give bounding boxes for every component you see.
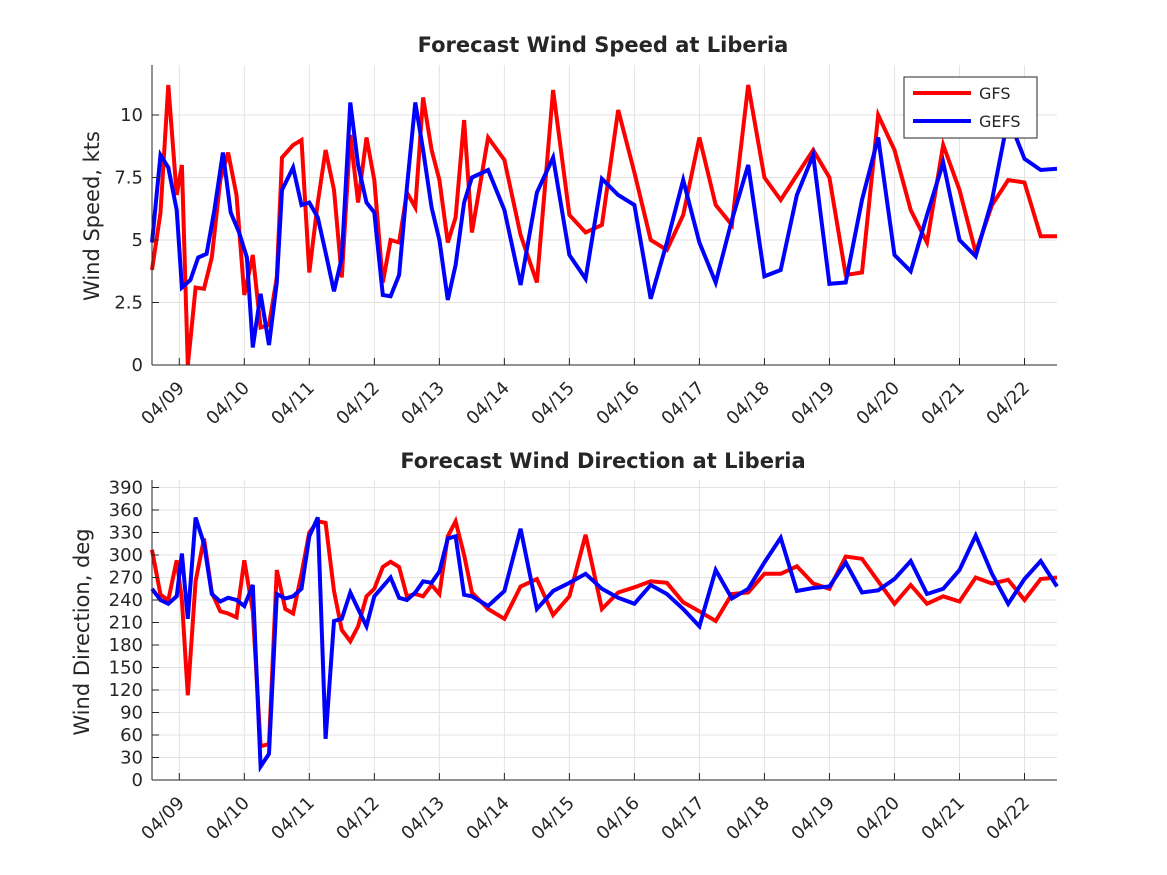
wind-speed-x-tick-label: 04/18: [722, 378, 774, 430]
wind-speed-y-tick-label: 7.5: [114, 168, 143, 189]
wind-direction-x-tick-label: 04/09: [137, 793, 189, 845]
wind-speed-x-tick-label: 04/20: [852, 378, 904, 430]
wind-direction-y-tick-label: 90: [120, 703, 143, 724]
wind-speed-x-tick-label: 04/11: [267, 378, 319, 430]
wind-direction-y-tick-label: 330: [109, 523, 143, 544]
wind-direction-y-tick-label: 0: [132, 770, 143, 791]
wind-direction-x-tick-label: 04/13: [397, 793, 449, 845]
wind-direction-x-tick-label: 04/11: [267, 793, 319, 845]
wind-speed-x-tick-label: 04/10: [202, 378, 254, 430]
wind-direction-x-tick-label: 04/16: [592, 793, 644, 845]
wind-direction-y-tick-label: 390: [109, 478, 143, 499]
wind-direction-y-tick-label: 30: [120, 748, 143, 769]
wind-speed-y-tick-label: 0: [132, 355, 143, 376]
wind-direction-y-tick-label: 60: [120, 725, 143, 746]
wind-speed-x-tick-label: 04/15: [527, 378, 579, 430]
wind-direction-x-tick-label: 04/22: [982, 793, 1034, 845]
wind-direction-x-tick-label: 04/18: [722, 793, 774, 845]
wind-speed-x-tick-label: 04/21: [917, 378, 969, 430]
wind-direction-x-tick-label: 04/20: [852, 793, 904, 845]
wind-direction-x-tick-label: 04/15: [527, 793, 579, 845]
wind-direction-y-tick-label: 210: [109, 613, 143, 634]
wind-direction-x-tick-label: 04/19: [787, 793, 839, 845]
wind-speed-y-tick-label: 2.5: [114, 293, 143, 314]
wind-direction-y-tick-label: 180: [109, 635, 143, 656]
wind-speed-y-tick-label: 5: [132, 230, 143, 251]
wind-direction-x-tick-label: 04/21: [917, 793, 969, 845]
wind-direction-x-tick-label: 04/17: [657, 793, 709, 845]
wind-direction-chart: Forecast Wind Direction at Liberia Wind …: [70, 449, 1059, 845]
wind-speed-legend: GFS GEFS: [903, 76, 1038, 139]
legend-box: [903, 76, 1038, 139]
wind-direction-x-tick-label: 04/14: [462, 793, 514, 845]
wind-speed-x-tick-label: 04/19: [787, 378, 839, 430]
wind-speed-chart: Forecast Wind Speed at Liberia Wind Spee…: [80, 33, 1058, 430]
wind-speed-x-tick-label: 04/22: [982, 378, 1034, 430]
wind-direction-chart-title: Forecast Wind Direction at Liberia: [400, 449, 805, 473]
wind-speed-series-gefs-line: [150, 102, 1058, 348]
wind-speed-x-tick-label: 04/16: [592, 378, 644, 430]
wind-speed-x-tick-label: 04/14: [462, 378, 514, 430]
legend-gfs-label: GFS: [979, 84, 1010, 103]
wind-direction-y-tick-label: 240: [109, 590, 143, 611]
wind-direction-y-tick-label: 300: [109, 545, 143, 566]
wind-speed-x-tick-label: 04/12: [332, 378, 384, 430]
wind-direction-y-tick-label: 120: [109, 680, 143, 701]
wind-speed-x-tick-label: 04/13: [397, 378, 449, 430]
wind-direction-y-tick-label: 270: [109, 568, 143, 589]
wind-speed-y-tick-label: 10: [120, 105, 143, 126]
wind-direction-series-gefs-line: [150, 516, 1059, 773]
wind-direction-y-tick-label: 150: [109, 658, 143, 679]
legend-gefs-label: GEFS: [979, 112, 1021, 131]
wind-speed-x-tick-label: 04/17: [657, 378, 709, 430]
wind-direction-x-tick-label: 04/12: [332, 793, 384, 845]
wind-speed-y-axis-label: Wind Speed, kts: [80, 131, 104, 301]
wind-direction-x-tick-label: 04/10: [202, 793, 254, 845]
wind-speed-x-tick-label: 04/09: [137, 378, 189, 430]
wind-direction-y-tick-label: 360: [109, 500, 143, 521]
wind-speed-chart-title: Forecast Wind Speed at Liberia: [418, 33, 789, 57]
wind-direction-y-axis-label: Wind Direction, deg: [70, 528, 94, 735]
